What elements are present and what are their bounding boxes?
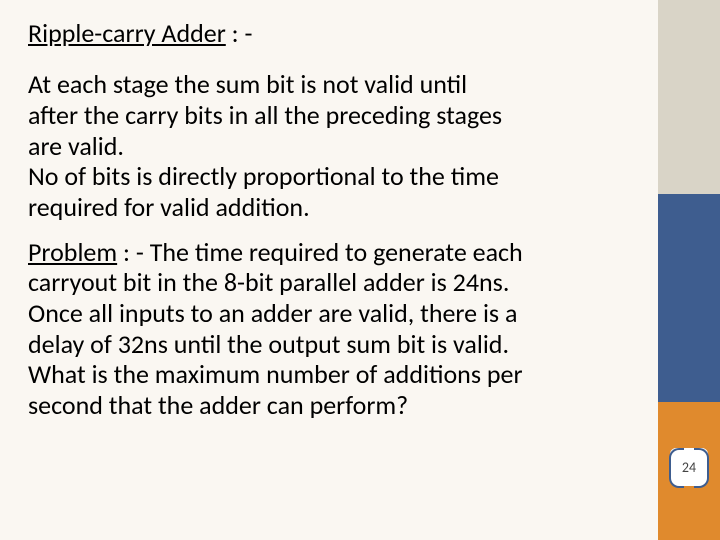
sidebar-block-mid <box>658 194 720 402</box>
paragraph-2: Problem : - The time required to generat… <box>28 237 628 421</box>
problem-label: Problem <box>28 236 117 268</box>
p1-line: after the carry bits in all the precedin… <box>28 99 502 131</box>
problem-label-suffix: : - <box>117 236 150 268</box>
p1-line: No of bits is directly proportional to t… <box>28 160 499 192</box>
title-underlined: Ripple-carry Adder <box>28 17 226 49</box>
p1-line: At each stage the sum bit is not valid u… <box>28 68 467 100</box>
page-number-badge: 24 <box>670 448 708 486</box>
p2-line: carryout bit in the 8-bit parallel adder… <box>28 266 509 298</box>
p2-line: What is the maximum number of additions … <box>28 358 523 390</box>
p2-first: The time required to generate each <box>150 236 523 268</box>
sidebar-block-top <box>658 0 720 194</box>
title-suffix: : - <box>226 17 253 49</box>
p2-line: second that the adder can perform? <box>28 389 408 421</box>
slide: 24 Ripple-carry Adder : - At each stage … <box>0 0 720 540</box>
sidebar: 24 <box>658 0 720 540</box>
p1-line: are valid. <box>28 130 124 162</box>
paragraph-1: At each stage the sum bit is not valid u… <box>28 69 628 222</box>
slide-content: Ripple-carry Adder : - At each stage the… <box>28 18 628 421</box>
slide-title: Ripple-carry Adder : - <box>28 18 628 49</box>
p1-line: required for valid addition. <box>28 191 310 223</box>
p2-line: Once all inputs to an adder are valid, t… <box>28 297 517 329</box>
p2-line: delay of 32ns until the output sum bit i… <box>28 328 509 360</box>
bracket-right-icon <box>694 448 709 488</box>
page-number: 24 <box>682 459 696 476</box>
